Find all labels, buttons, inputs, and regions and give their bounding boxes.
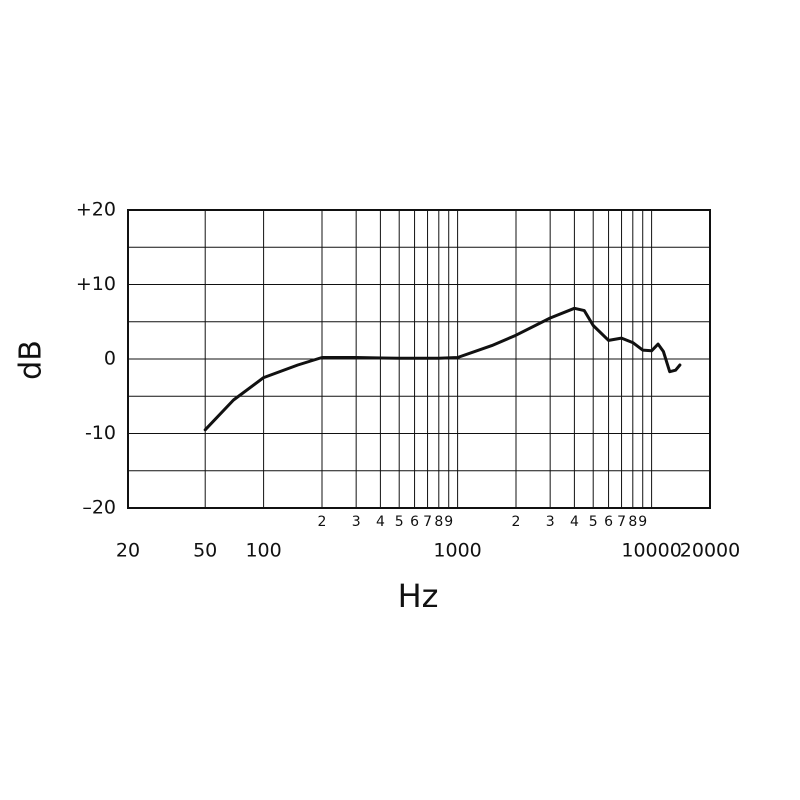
x-tick-label: 10000 bbox=[621, 540, 681, 562]
x-minor-tick-label: 6 bbox=[604, 514, 613, 530]
x-minor-tick-label: 2 bbox=[512, 514, 521, 530]
x-axis-label: Hz bbox=[398, 577, 439, 615]
x-minor-tick-label: 9 bbox=[444, 514, 453, 530]
x-minor-tick-label: 4 bbox=[570, 514, 579, 530]
x-tick-label: 20000 bbox=[680, 540, 740, 562]
x-minor-tick-label: 9 bbox=[638, 514, 647, 530]
y-tick-label: 0 bbox=[104, 348, 116, 370]
y-tick-label: -10 bbox=[85, 422, 116, 444]
x-minor-tick-label: 3 bbox=[352, 514, 361, 530]
x-minor-tick-label: 3 bbox=[546, 514, 555, 530]
x-tick-label: 1000 bbox=[433, 540, 481, 562]
x-minor-tick-label: 7 bbox=[423, 514, 432, 530]
x-tick-label: 20 bbox=[116, 540, 140, 562]
y-tick-label: +10 bbox=[76, 273, 116, 295]
x-minor-tick-label: 7 bbox=[617, 514, 626, 530]
x-minor-tick-label: 5 bbox=[589, 514, 598, 530]
x-minor-tick-label: 2 bbox=[318, 514, 327, 530]
x-minor-tick-label: 5 bbox=[395, 514, 404, 530]
y-axis-label: dB bbox=[14, 340, 49, 380]
x-minor-tick-label: 8 bbox=[628, 514, 637, 530]
plot-frame bbox=[127, 209, 711, 509]
y-tick-label: –20 bbox=[82, 497, 116, 519]
x-minor-tick-label: 4 bbox=[376, 514, 385, 530]
x-minor-tick-label: 8 bbox=[434, 514, 443, 530]
y-tick-label: +20 bbox=[76, 199, 116, 221]
x-tick-label: 100 bbox=[245, 540, 281, 562]
x-tick-label: 50 bbox=[193, 540, 217, 562]
response-line bbox=[203, 306, 682, 432]
x-minor-tick-label: 6 bbox=[410, 514, 419, 530]
